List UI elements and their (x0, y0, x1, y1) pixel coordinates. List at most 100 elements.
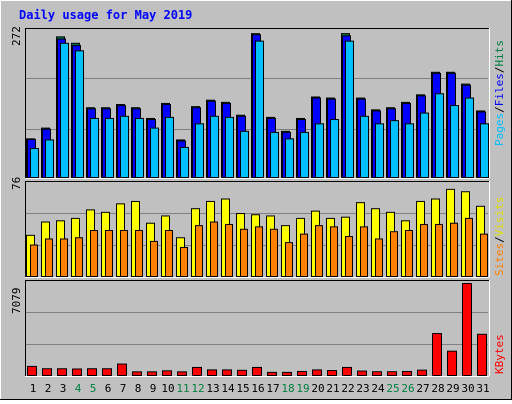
day-labels: 1 2 3 4 5 6 7 8 9 10 11 12 13 14 15 16 17 18 19 20 21 22 23 24 2… (30, 382, 490, 395)
day-label: 3 (60, 382, 67, 395)
pages-bar (195, 123, 204, 179)
visits-sites-panel (25, 181, 490, 278)
sites-bar (60, 238, 68, 277)
kbytes-bar (72, 368, 82, 376)
kbytes-bar (297, 370, 307, 377)
kbytes-bar (372, 371, 382, 377)
day-label: 16 (251, 382, 264, 395)
day-label: 30 (461, 382, 474, 395)
day-label: 25 (386, 382, 399, 395)
kbytes-bar (282, 371, 292, 377)
sites-bar (30, 244, 38, 278)
pages-bar (285, 138, 294, 178)
legend-separator: / (493, 236, 506, 243)
sites-bar (480, 233, 488, 277)
kbytes-bar (417, 369, 427, 377)
kbytes-bar (267, 371, 277, 377)
kbytes-bar (102, 368, 112, 376)
legend-hits: Hits (493, 40, 506, 67)
kbytes-bar (387, 371, 397, 377)
day-label: 2 (45, 382, 52, 395)
kbytes-bar (462, 283, 472, 376)
sites-bar (90, 230, 98, 277)
pages-bar (255, 40, 264, 179)
day-label: 20 (311, 382, 324, 395)
day-label: 17 (266, 382, 279, 395)
kbytes-axis-max-label: 7079 (10, 288, 23, 315)
kbytes-bar (252, 366, 262, 376)
pages-bar (135, 117, 144, 178)
sites-bar (315, 225, 323, 278)
pages-bar (390, 120, 399, 179)
sites-bar (285, 242, 293, 278)
day-label: 27 (416, 382, 429, 395)
sites-bar (405, 230, 413, 277)
day-label: 4 (75, 382, 82, 395)
sites-bar (435, 223, 443, 278)
kbytes-bar (162, 370, 172, 377)
kbytes-bar (192, 366, 202, 376)
pages-bar (210, 115, 219, 178)
pages-bar (300, 131, 309, 178)
sites-bar (225, 223, 233, 278)
sites-bar (255, 226, 263, 278)
pages-bar (405, 123, 414, 179)
pages-bar (315, 123, 324, 179)
kbytes-panel (25, 280, 490, 377)
visits-sites-legend: Sites/Visits (493, 197, 506, 277)
pages-bar (270, 131, 279, 178)
legend-separator: / (493, 67, 506, 74)
sites-bar (240, 228, 248, 277)
pages-bar (375, 123, 384, 179)
day-label: 7 (120, 382, 127, 395)
hits-files-pages-panel (25, 28, 490, 179)
legend-sites: Sites (493, 243, 506, 276)
kbytes-bar (432, 333, 442, 376)
hits-files-pages-legend: Pages/Files/Hits (493, 40, 506, 146)
sites-bar (150, 240, 158, 277)
day-label: 22 (341, 382, 354, 395)
sites-bar (360, 226, 368, 278)
day-label: 8 (135, 382, 142, 395)
sites-bar (195, 225, 203, 278)
kbytes-bar (132, 371, 142, 376)
day-label: 18 (281, 382, 294, 395)
sites-bar (165, 230, 173, 277)
sites-bar (270, 228, 278, 277)
pages-bar (60, 42, 69, 178)
day-label: 26 (401, 382, 414, 395)
pages-bar (30, 148, 39, 179)
day-label: 21 (326, 382, 339, 395)
pages-bar (75, 50, 84, 178)
kbytes-bar (327, 370, 337, 377)
sites-bar (45, 238, 53, 277)
day-label: 10 (161, 382, 174, 395)
legend-pages: Pages (493, 113, 506, 146)
pages-bar (435, 93, 444, 178)
pages-bar (180, 146, 189, 178)
kbytes-bar (222, 369, 232, 377)
pages-bar (240, 130, 249, 179)
kbytes-bar (42, 368, 52, 376)
day-label: 12 (191, 382, 204, 395)
sites-bar (330, 226, 338, 278)
pages-bar (330, 119, 339, 178)
pages-bar (225, 116, 234, 178)
day-label: 9 (150, 382, 157, 395)
kbytes-bar (447, 350, 457, 377)
sites-bar (390, 231, 398, 277)
day-label: 15 (236, 382, 249, 395)
pages-bar (360, 115, 369, 178)
pages-bar (465, 97, 474, 178)
kbytes-bar (477, 333, 487, 377)
chart-title: Daily usage for May 2019 (19, 8, 192, 22)
legend-visits: Visits (493, 197, 506, 237)
day-label: 11 (176, 382, 189, 395)
kbytes-bar (207, 369, 217, 377)
kbytes-bar (312, 369, 322, 377)
kbytes-bar (177, 371, 187, 376)
legend-separator: / (493, 106, 506, 113)
sites-bar (180, 246, 188, 278)
kbytes-bar (27, 365, 37, 377)
